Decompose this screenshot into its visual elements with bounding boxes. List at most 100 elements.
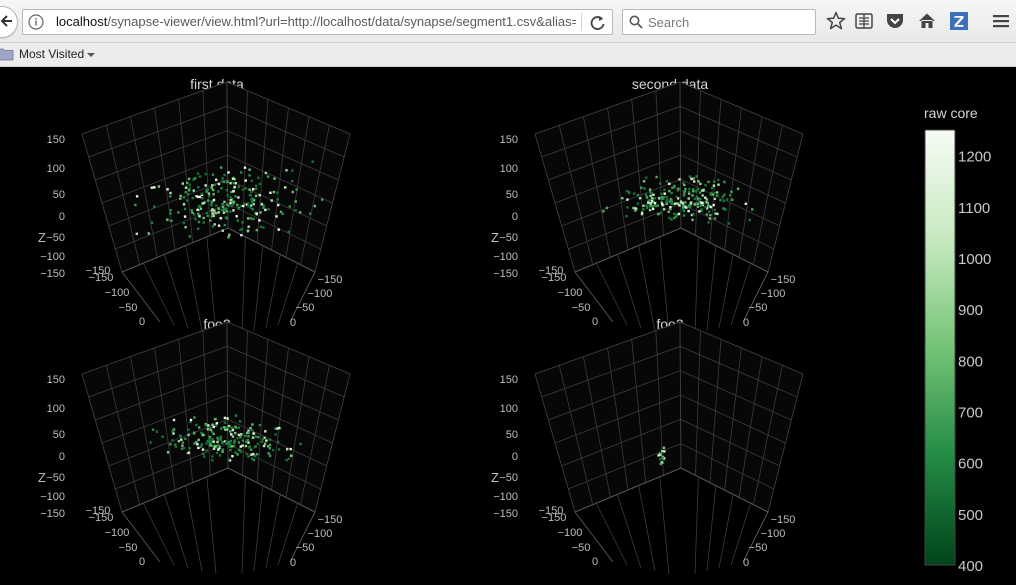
data-point xyxy=(663,450,666,453)
data-point xyxy=(135,195,139,198)
data-point xyxy=(691,213,695,216)
gridline xyxy=(638,245,656,332)
data-point xyxy=(258,194,261,197)
data-point xyxy=(248,193,252,197)
data-point xyxy=(221,180,224,183)
data-point xyxy=(166,451,170,454)
data-point xyxy=(238,448,241,452)
data-point xyxy=(713,191,716,195)
chevron-down-icon[interactable] xyxy=(87,53,95,57)
data-point xyxy=(248,168,251,171)
data-point xyxy=(659,457,662,461)
browser-toolbar: localhost/synapse-viewer/view.html?url=h… xyxy=(0,0,1016,43)
data-point xyxy=(230,190,233,194)
colorbar-tick-label: 400 xyxy=(958,558,983,575)
data-point xyxy=(699,182,702,185)
data-point xyxy=(262,226,265,229)
data-point xyxy=(218,454,222,457)
data-point xyxy=(667,210,670,213)
data-point xyxy=(230,433,233,436)
data-point xyxy=(194,217,197,221)
data-point xyxy=(689,202,692,205)
data-point xyxy=(247,441,250,444)
data-point xyxy=(192,189,195,192)
data-point xyxy=(651,205,654,208)
data-point xyxy=(250,179,253,183)
x-tick-label: −150 xyxy=(539,265,564,277)
data-point xyxy=(150,221,154,224)
data-point xyxy=(247,204,250,208)
data-point xyxy=(291,180,294,183)
data-point xyxy=(226,194,229,197)
data-point xyxy=(239,171,243,174)
home-icon[interactable] xyxy=(917,11,937,31)
data-point xyxy=(650,197,654,200)
data-point xyxy=(272,448,275,452)
url-bar[interactable]: localhost/synapse-viewer/view.html?url=h… xyxy=(22,9,613,35)
data-point xyxy=(671,186,674,189)
z-tick-label: −50 xyxy=(499,232,518,244)
data-point xyxy=(697,201,700,204)
y-tick-label: 0 xyxy=(290,317,296,329)
data-point xyxy=(709,205,713,209)
pocket-icon[interactable] xyxy=(885,11,905,31)
data-point xyxy=(250,204,253,207)
data-point xyxy=(221,202,224,206)
data-point xyxy=(206,214,209,217)
data-point xyxy=(690,177,693,181)
data-point xyxy=(688,175,692,178)
z-tick-label: −150 xyxy=(40,268,65,280)
data-point xyxy=(702,188,705,192)
data-point xyxy=(217,182,221,186)
search-bar[interactable] xyxy=(622,9,816,35)
search-input[interactable] xyxy=(648,13,808,31)
data-point xyxy=(223,416,227,420)
data-point xyxy=(661,203,664,206)
data-point xyxy=(228,233,231,236)
data-point xyxy=(626,198,629,201)
data-point xyxy=(193,416,196,419)
zotero-icon[interactable] xyxy=(949,11,969,31)
reading-list-icon[interactable] xyxy=(854,11,874,31)
data-point xyxy=(692,188,695,191)
data-point xyxy=(210,441,213,444)
data-point xyxy=(153,205,156,208)
gridline xyxy=(277,503,298,566)
data-point xyxy=(252,458,255,462)
reload-icon[interactable] xyxy=(589,14,607,32)
data-point xyxy=(223,173,226,177)
data-point xyxy=(217,448,220,451)
data-point xyxy=(174,443,177,446)
gridline xyxy=(706,245,717,332)
url-text[interactable]: localhost/synapse-viewer/view.html?url=h… xyxy=(56,14,576,30)
gridline xyxy=(659,476,670,575)
back-button[interactable] xyxy=(0,6,18,38)
data-point xyxy=(690,201,693,204)
colorbar: 1200 1100 1000 900 800 700 600 500 400 xyxy=(924,129,991,575)
data-point xyxy=(276,427,279,430)
data-point xyxy=(687,204,691,207)
x-tick-label: −150 xyxy=(89,272,114,284)
data-point xyxy=(217,211,220,214)
info-icon[interactable] xyxy=(28,14,44,30)
data-point xyxy=(228,445,231,448)
data-point xyxy=(712,184,716,187)
data-point xyxy=(221,441,224,444)
menu-icon[interactable] xyxy=(991,11,1011,31)
data-point xyxy=(294,209,297,212)
data-point xyxy=(216,436,219,440)
data-point xyxy=(299,211,302,214)
data-point xyxy=(648,208,652,212)
data-point xyxy=(204,172,208,176)
data-point xyxy=(250,457,254,460)
gridline xyxy=(694,476,699,575)
most-visited-bookmark[interactable]: Most Visited xyxy=(19,47,85,61)
data-point xyxy=(311,160,314,163)
z-axis-label: Z xyxy=(491,470,499,485)
star-icon[interactable] xyxy=(826,11,846,31)
